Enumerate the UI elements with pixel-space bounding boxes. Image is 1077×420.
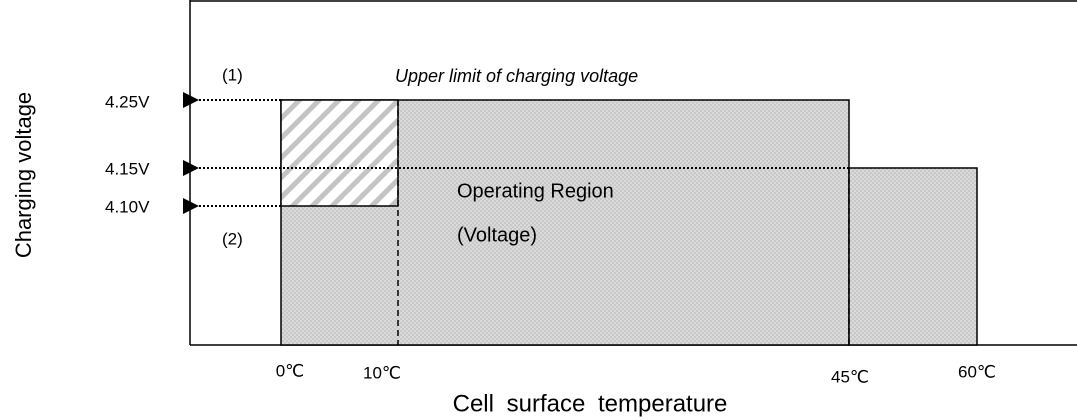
x-tick-label: 0℃ (276, 361, 305, 380)
y-tick-label: 4.15V (105, 159, 150, 178)
x-tick-label: 60℃ (958, 362, 996, 381)
x-tick-label: 45℃ (831, 367, 869, 386)
annotation: Upper limit of charging voltage (395, 66, 638, 86)
region-sublabel: (Voltage) (457, 224, 537, 246)
region-high (848, 167, 978, 346)
y-axis-label: Charging voltage (11, 92, 36, 258)
region-hatched (280, 99, 399, 207)
annotation: (1) (222, 65, 243, 84)
annotation: (2) (222, 229, 243, 248)
x-axis-label: Cell surface temperature (453, 390, 728, 417)
y-tick-label: 4.10V (105, 197, 150, 216)
x-tick-label: 10℃ (363, 363, 401, 382)
y-tick-label: 4.25V (105, 92, 150, 111)
region-label: Operating Region (457, 180, 614, 202)
